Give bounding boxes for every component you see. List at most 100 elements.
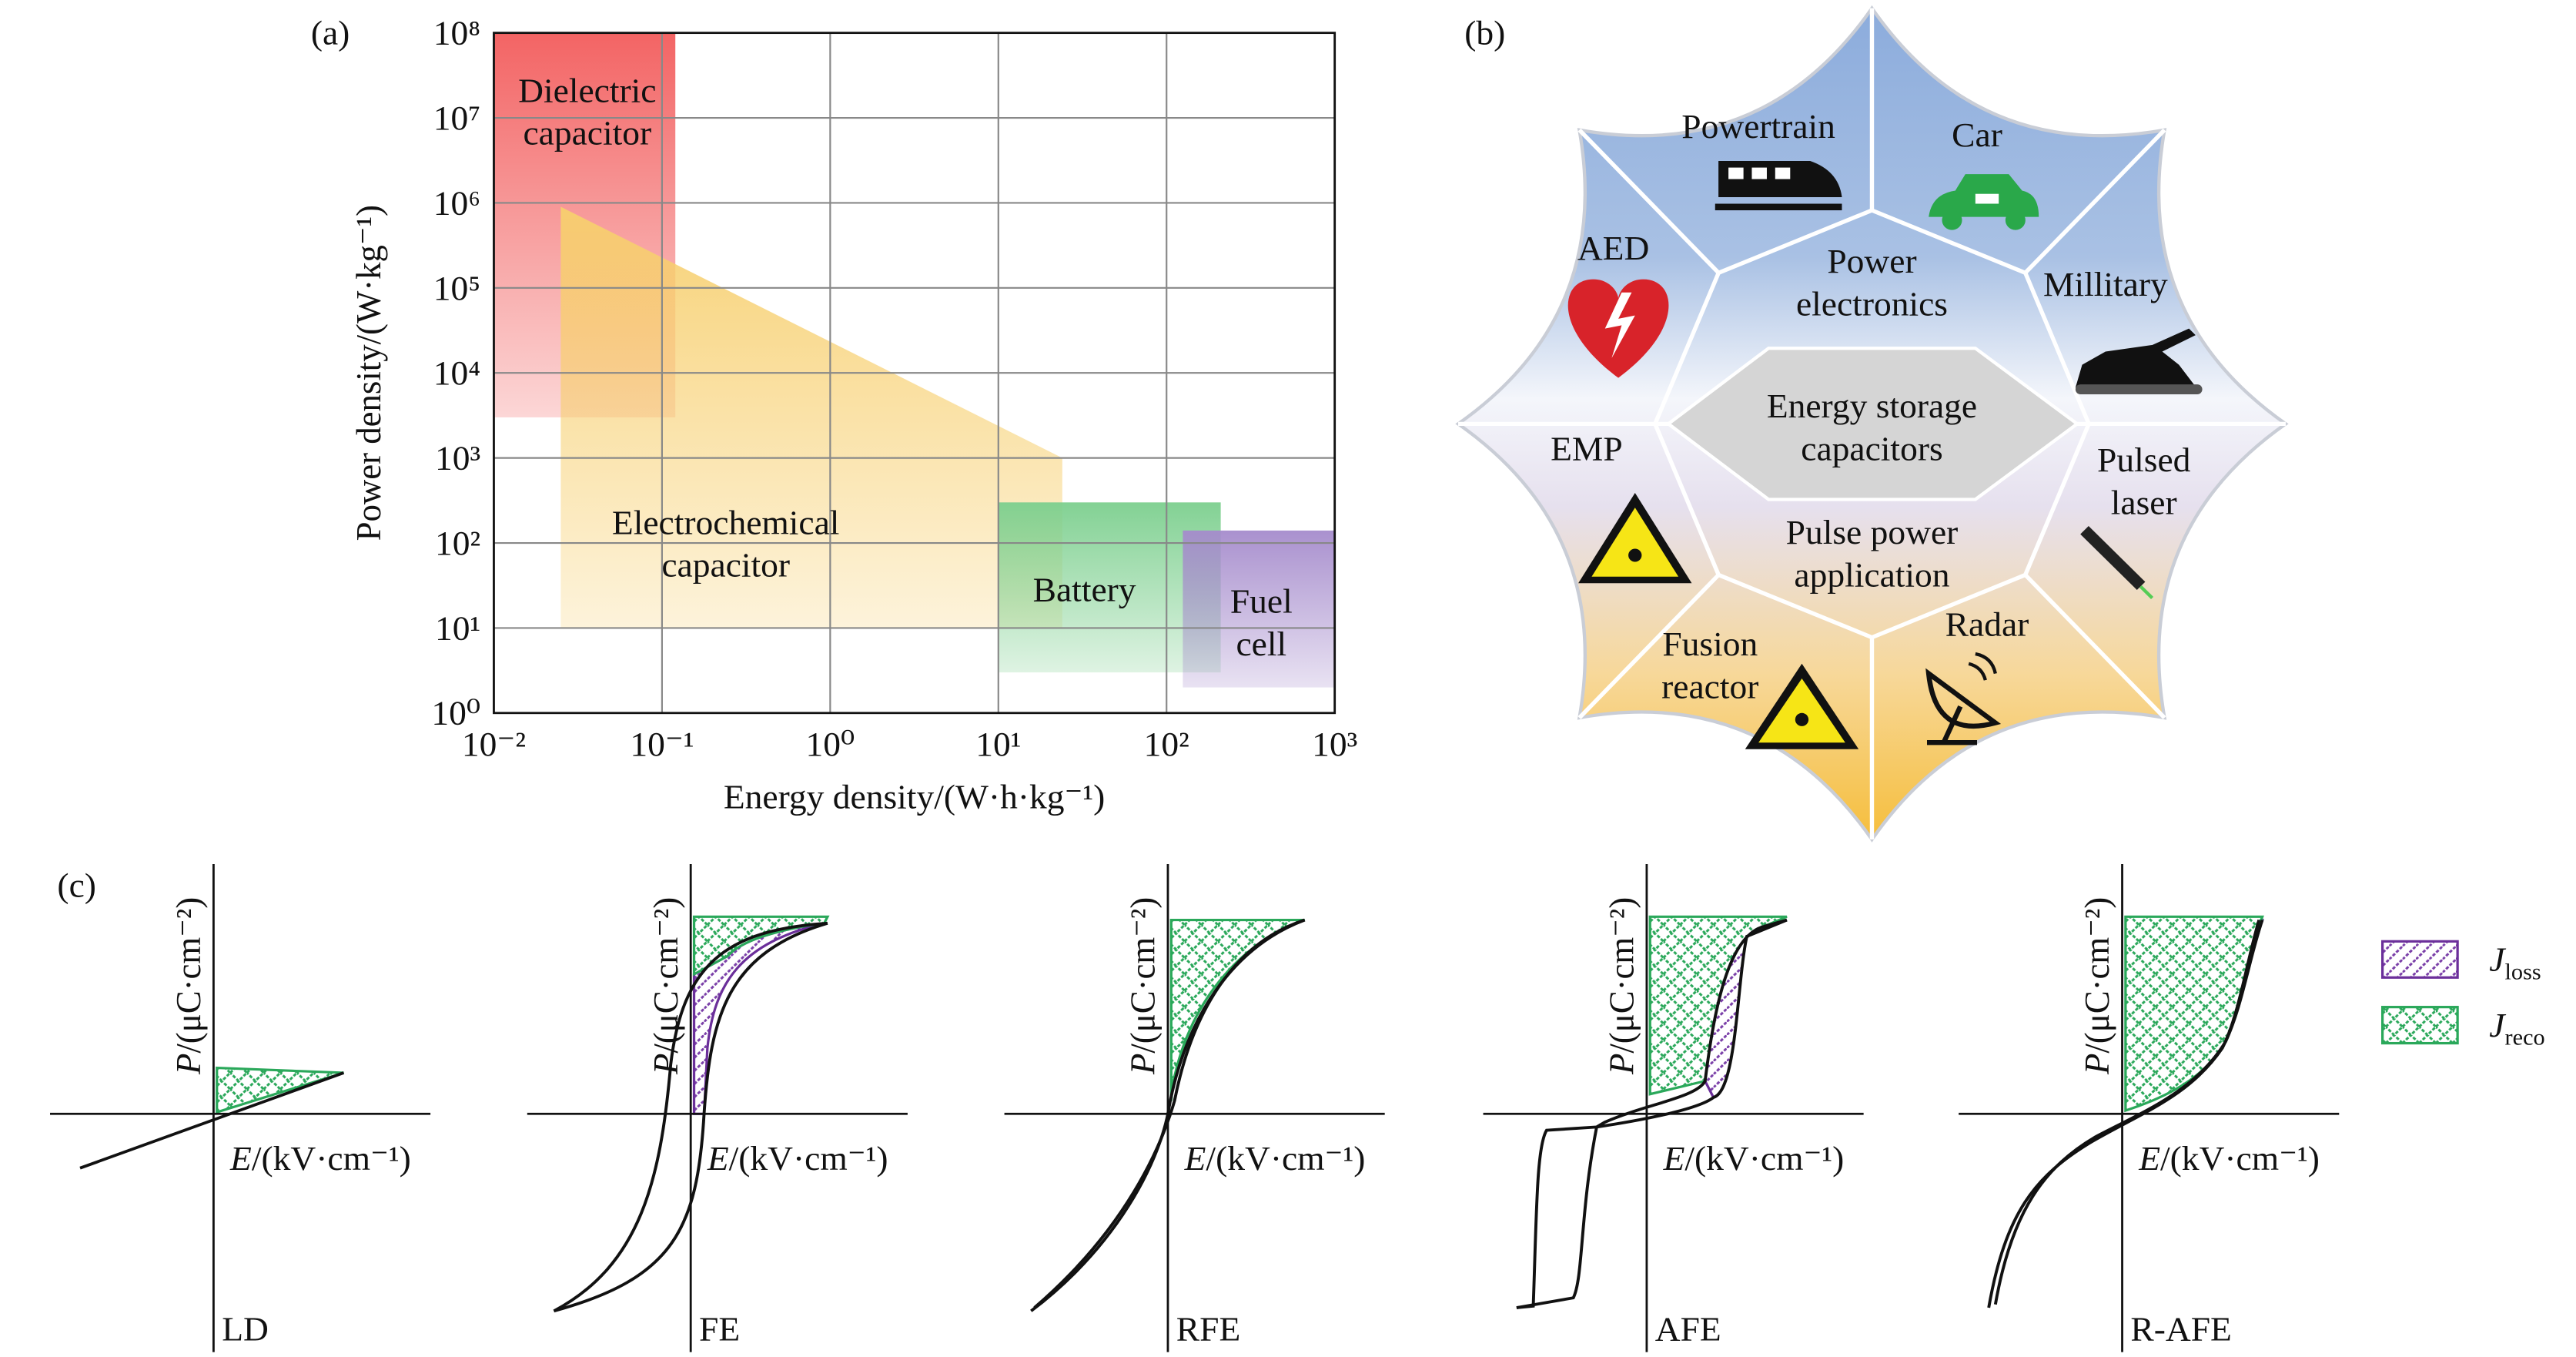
axis-symbol: P [1602,1054,1641,1075]
x-axis-label: E/(kV·cm⁻¹) [2138,1139,2320,1178]
diagram-label: Pulse power [1786,513,1959,551]
diagram-label: Radar [1945,605,2029,644]
car-icon [1929,174,2039,230]
axis-unit: /(kV·cm⁻¹) [1206,1139,1365,1178]
axis-symbol: P [647,1054,685,1075]
legend-swatch [2380,940,2459,979]
x-tick-label: 10³ [1312,725,1357,764]
region-label: cell [1236,625,1286,663]
application-diagram: Powertrain Car AED Power electronics Millitar… [1455,5,2289,843]
x-tick-label: 10⁰ [805,725,855,764]
legend-subscript: loss [2505,959,2541,985]
x-axis-label: E/(kV·cm⁻¹) [229,1139,411,1178]
axis-symbol: E [1663,1139,1685,1178]
laser-icon [2080,526,2154,599]
hysteresis-curve [1516,918,1788,1309]
y-tick-label: 10² [435,524,480,562]
region-label: Electrochemical [612,504,840,542]
region-label: capacitor [523,114,651,152]
region [1183,530,1335,688]
diagram-label: electronics [1796,285,1948,323]
x-axis-label: E/(kV·cm⁻¹) [1663,1139,1845,1178]
axis-symbol: E [1184,1139,1206,1178]
x-tick-label: 10⁻¹ [630,725,694,764]
core-shape [1665,347,2080,501]
panel-label: (a) [311,14,350,52]
legend-symbol: J [2489,1006,2506,1044]
axis-symbol: P [1123,1054,1162,1075]
diagram-label: Car [1952,116,2002,154]
emp-icon [1578,492,1692,584]
diagram-label: EMP [1551,430,1623,468]
legend-swatch [2380,1006,2459,1045]
plot-label: R-AFE [2130,1310,2231,1349]
axis-symbol: P [2078,1054,2116,1075]
hysteresis-curve [553,921,828,1312]
radiation-icon [1745,663,1859,749]
divider [1577,128,1721,275]
plot-label: RFE [1176,1310,1240,1349]
y-tick-label: 10⁴ [433,353,480,392]
loop-plot: P/(μC·cm⁻²) E/(kV·cm⁻¹) R-AFE [1959,864,2340,1352]
x-tick-label: 10⁻² [462,725,526,764]
diagram-label: laser [2111,484,2177,522]
loop-plot: P/(μC·cm⁻²) E/(kV·cm⁻¹) AFE [1483,864,1864,1352]
diagram-label: Powertrain [1681,108,1835,146]
diagram-label: reactor [1661,668,1758,706]
plot-label: LD [222,1310,269,1349]
diagram-label: AED [1577,229,1650,267]
panel-label: (c) [57,866,96,905]
region-label: Battery [1033,571,1136,609]
icons [1567,161,2203,749]
y-tick-label: 10¹ [435,609,480,648]
radar-icon [1925,652,2002,746]
plot-label: AFE [1655,1310,1721,1349]
heart-icon [1567,279,1669,378]
legend-label: Jreco [2489,1006,2544,1050]
axis-unit: /(μC·cm⁻²) [169,897,208,1054]
axis-unit: /(μC·cm⁻²) [647,897,685,1054]
diagram-label: Pulsed [2097,441,2191,480]
legend-label: Jloss [2489,940,2541,984]
tank-icon [2075,328,2203,394]
y-axis-label: P/(μC·cm⁻²) [1602,897,1641,1075]
y-axis-label: P/(μC·cm⁻²) [169,897,208,1075]
x-tick-label: 10² [1144,725,1189,764]
ragone-plot: 10⁻² 10⁻¹ 10⁰ 10¹ 10² 10³ 10⁰ 10¹ 10² 10³ 10⁴ 10⁵ 10… [431,14,1357,763]
axis-unit: /(kV·cm⁻¹) [2160,1139,2320,1178]
diagram-label: Power [1827,242,1916,280]
y-axis-label: P/(μC·cm⁻²) [2078,897,2116,1075]
legend-symbol: J [2489,940,2506,979]
y-tick-label: 10⁶ [433,184,480,223]
panel-label: (b) [1464,14,1505,52]
recoverable-area [216,1066,344,1114]
hysteresis-panel: P/(μC·cm⁻²)E/(kV·cm⁻¹)LDP/(μC·cm⁻²)E/(kV… [50,864,2545,1352]
diagram-label: Fusion [1662,625,1758,663]
loop-plot: P/(μC·cm⁻²) E/(kV·cm⁻¹) RFE [1004,864,1385,1352]
x-axis-label: E/(kV·cm⁻¹) [1184,1139,1366,1178]
plot-frame [493,32,1337,715]
region [560,206,1062,628]
recoverable-area [1169,918,1306,1101]
axis-symbol: E [707,1139,729,1178]
hysteresis-curve [1033,918,1306,1309]
y-tick-label: 10⁷ [433,99,480,137]
y-tick-label: 10³ [435,439,480,477]
train-icon [1715,161,1842,211]
y-axis-label: P/(μC·cm⁻²) [647,897,685,1075]
region-label: Fuel [1230,582,1293,621]
axis-symbol: E [2138,1139,2160,1178]
y-axis-label: P/(μC·cm⁻²) [1123,897,1162,1075]
axis-unit: /(kV·cm⁻¹) [252,1139,411,1178]
hysteresis-curve [1516,918,1788,1309]
diagram-label: Energy storage [1767,387,1977,425]
plot-label: FE [699,1310,740,1349]
divider [2023,573,2166,719]
axis-symbol: P [169,1054,208,1075]
legend-subscript: reco [2505,1024,2545,1050]
x-axis-label: E/(kV·cm⁻¹) [707,1139,888,1178]
loop-plot: P/(μC·cm⁻²) E/(kV·cm⁻¹) LD [50,864,431,1352]
y-axis-label: Power density/(W·kg⁻¹) [350,205,388,541]
divider [2023,128,2166,275]
y-tick-label: 10⁵ [433,269,480,307]
